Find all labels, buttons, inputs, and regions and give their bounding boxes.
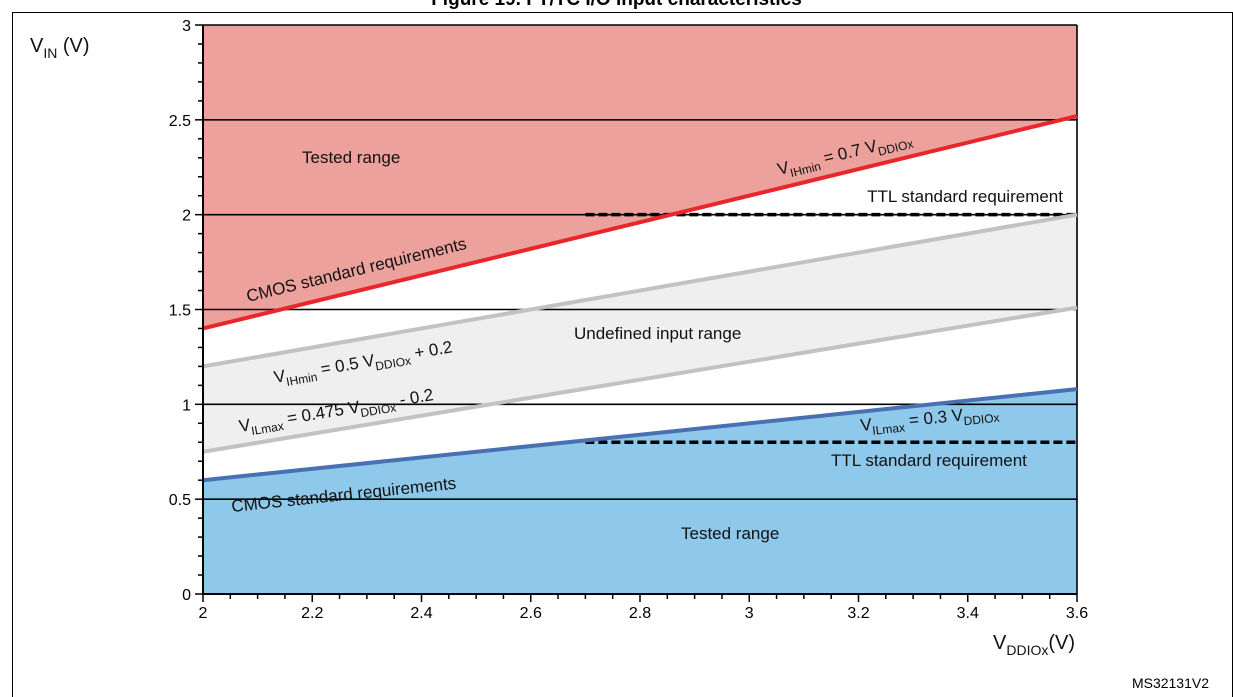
annotation-undefined-range: Undefined input range xyxy=(574,324,741,343)
y-tick-label: 1 xyxy=(182,397,191,414)
x-axis-label: VDDIOx(V) xyxy=(993,632,1075,658)
annotation-vil-03: VILmax = 0.3 VDDIOx xyxy=(859,402,1000,439)
y-tick-label: 0.5 xyxy=(169,492,191,509)
y-tick-label: 2 xyxy=(182,208,191,225)
x-tick-label: 2.6 xyxy=(520,605,542,622)
series-line-4 xyxy=(202,387,1078,483)
x-tick-label: 3.4 xyxy=(957,605,979,622)
y-tick-label: 0 xyxy=(182,587,191,604)
x-tick-label: 2.4 xyxy=(410,605,432,622)
tested-range-high-area xyxy=(203,25,1077,329)
x-tick-label: 3.6 xyxy=(1066,605,1088,622)
x-tick-label: 2 xyxy=(199,605,208,622)
annotation-ttl-bottom: TTL standard requirement xyxy=(831,451,1027,470)
x-tick-label: 3 xyxy=(745,605,754,622)
annotation-tested-range-bottom: Tested range xyxy=(681,524,779,543)
undefined-range-area xyxy=(203,214,1077,452)
figure-id: MS32131V2 xyxy=(1131,675,1209,691)
x-tick-label: 2.2 xyxy=(301,605,323,622)
annotation-ttl-top: TTL standard requirement xyxy=(867,187,1063,206)
figure-title: Figure 19. FT/TC I/O input characteristi… xyxy=(0,0,1233,11)
y-tick-label: 3 xyxy=(182,18,191,35)
y-tick-label: 1.5 xyxy=(169,303,191,320)
y-tick-label: 2.5 xyxy=(169,113,191,130)
x-tick-label: 3.2 xyxy=(847,605,869,622)
y-axis-label: VIN (V) xyxy=(30,35,90,61)
series-line-1 xyxy=(202,114,1078,331)
series-line-2 xyxy=(202,212,1078,369)
annotation-tested-range-top: Tested range xyxy=(302,148,400,167)
tested-range-low-area xyxy=(203,389,1077,594)
x-tick-label: 2.8 xyxy=(629,605,651,622)
series-line-3 xyxy=(202,305,1078,454)
